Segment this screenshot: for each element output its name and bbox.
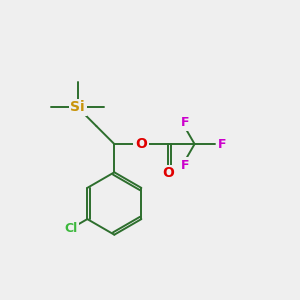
Text: Si: Si — [70, 100, 85, 114]
Text: Cl: Cl — [64, 222, 77, 235]
Text: F: F — [218, 138, 226, 151]
Text: O: O — [135, 137, 147, 151]
Text: O: O — [162, 167, 174, 181]
Text: F: F — [181, 116, 189, 129]
Text: F: F — [181, 159, 189, 172]
